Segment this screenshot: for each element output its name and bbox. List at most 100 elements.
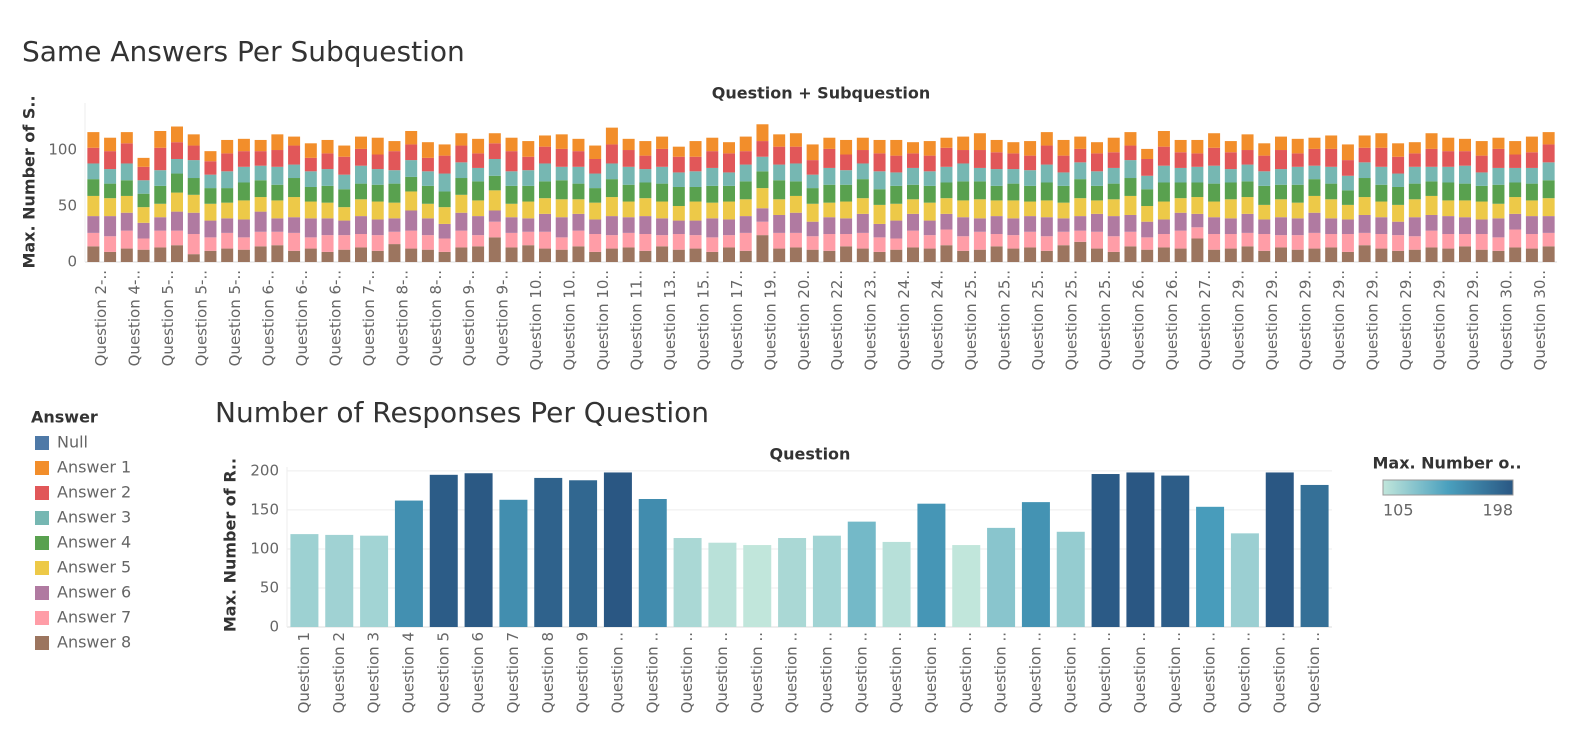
bar-segment [739, 250, 752, 262]
x-tick-label: Question 9-.. [494, 270, 512, 366]
bar-segment [505, 232, 518, 248]
bar-segment [1208, 201, 1221, 218]
bar-segment [940, 213, 953, 230]
bar [638, 499, 667, 627]
bar-segment [137, 207, 150, 223]
bar-segment [388, 170, 401, 184]
bar-segment [371, 154, 384, 170]
bar-segment [1040, 164, 1053, 183]
bar-segment [723, 142, 735, 154]
bar-segment [338, 249, 351, 262]
bar-segment [1509, 213, 1522, 230]
bar-segment [1007, 169, 1020, 184]
bar-segment [1392, 235, 1405, 251]
bar-segment [421, 249, 434, 262]
bar-segment [87, 147, 100, 164]
bar-segment [421, 203, 434, 219]
bar-segment [555, 148, 568, 167]
bar-segment [656, 246, 669, 262]
bar-segment [605, 163, 618, 180]
bar-segment [1091, 171, 1103, 186]
x-tick-label: Question .. [1096, 632, 1114, 713]
bar-segment [1275, 217, 1287, 236]
bar-segment [455, 162, 468, 179]
bar-segment [572, 138, 585, 152]
bar-segment [890, 220, 903, 239]
bar-segment [589, 145, 602, 159]
x-tick-label: Question 8 [539, 632, 557, 713]
bar-segment [438, 207, 451, 224]
bar-segment [1375, 217, 1388, 235]
bar-segment [639, 141, 652, 156]
bar-segment [823, 148, 836, 168]
bar-segment [1291, 249, 1304, 262]
bar-segment [572, 213, 585, 231]
bar-segment [237, 249, 250, 262]
bar-segment [1024, 141, 1037, 156]
bar-segment [204, 250, 217, 262]
bar-segment [1091, 142, 1103, 154]
bar-segment [1358, 147, 1371, 163]
bar-segment [656, 201, 669, 219]
bar-segment [405, 248, 418, 262]
bar-segment [689, 186, 702, 202]
x-tick-label: Question .. [643, 632, 661, 713]
bar-segment [1091, 185, 1103, 201]
bar-segment [923, 235, 936, 249]
bar-segment [371, 250, 384, 262]
bar-segment [304, 171, 317, 187]
bar [1021, 502, 1050, 627]
bar-segment [254, 165, 267, 181]
bar-segment [773, 214, 786, 233]
bar-segment [706, 167, 719, 186]
bar-segment [1007, 142, 1020, 154]
bar-segment [1107, 199, 1120, 217]
bar-segment [589, 234, 602, 252]
bar-segment [1191, 213, 1204, 228]
bar-segment [840, 184, 853, 202]
x-tick-label: Question 24.. [895, 270, 913, 370]
bar-segment [572, 183, 585, 200]
legend-label: Answer 7 [57, 608, 131, 627]
bar-segment [1308, 179, 1321, 196]
bar-segment [539, 181, 551, 199]
bar-segment [1275, 150, 1287, 170]
bar-segment [789, 232, 802, 248]
bar-segment [789, 163, 802, 182]
bar-segment [1007, 183, 1020, 201]
bar-segment [1057, 185, 1070, 203]
bar-segment [338, 189, 351, 208]
bar-segment [723, 172, 735, 186]
bar-segment [1040, 132, 1053, 146]
y-tick-label: 50 [260, 578, 279, 596]
bar-segment [1091, 213, 1103, 232]
bar-segment [271, 184, 284, 201]
bar-segment [890, 155, 903, 173]
bar-segment [1224, 199, 1237, 219]
bar-segment [1358, 162, 1371, 179]
bar-segment [1258, 219, 1271, 235]
bar-segment [187, 160, 200, 179]
bar-segment [505, 171, 518, 186]
bar-segment [271, 200, 284, 219]
bar-segment [1024, 247, 1037, 262]
bar-segment [555, 199, 568, 218]
bar-segment [204, 220, 217, 238]
bar-segment [1124, 178, 1137, 196]
bar-segment [907, 153, 919, 168]
bar-segment [1291, 153, 1304, 167]
x-tick-label: Question 29.. [1297, 270, 1315, 370]
y-tick-label: 0 [67, 253, 77, 271]
bar-segment [421, 157, 434, 172]
bar-segment [539, 163, 551, 182]
bar-segment [304, 237, 317, 249]
bar-segment [739, 151, 752, 165]
bar-segment [656, 218, 669, 236]
bar-segment [171, 173, 183, 193]
x-tick-label: Question .. [1166, 632, 1184, 713]
x-tick-label: Question 9 [574, 632, 592, 713]
bar-segment [171, 142, 183, 159]
bar-segment [1525, 200, 1538, 217]
bar-segment [1040, 250, 1053, 262]
bar-segment [672, 156, 685, 173]
